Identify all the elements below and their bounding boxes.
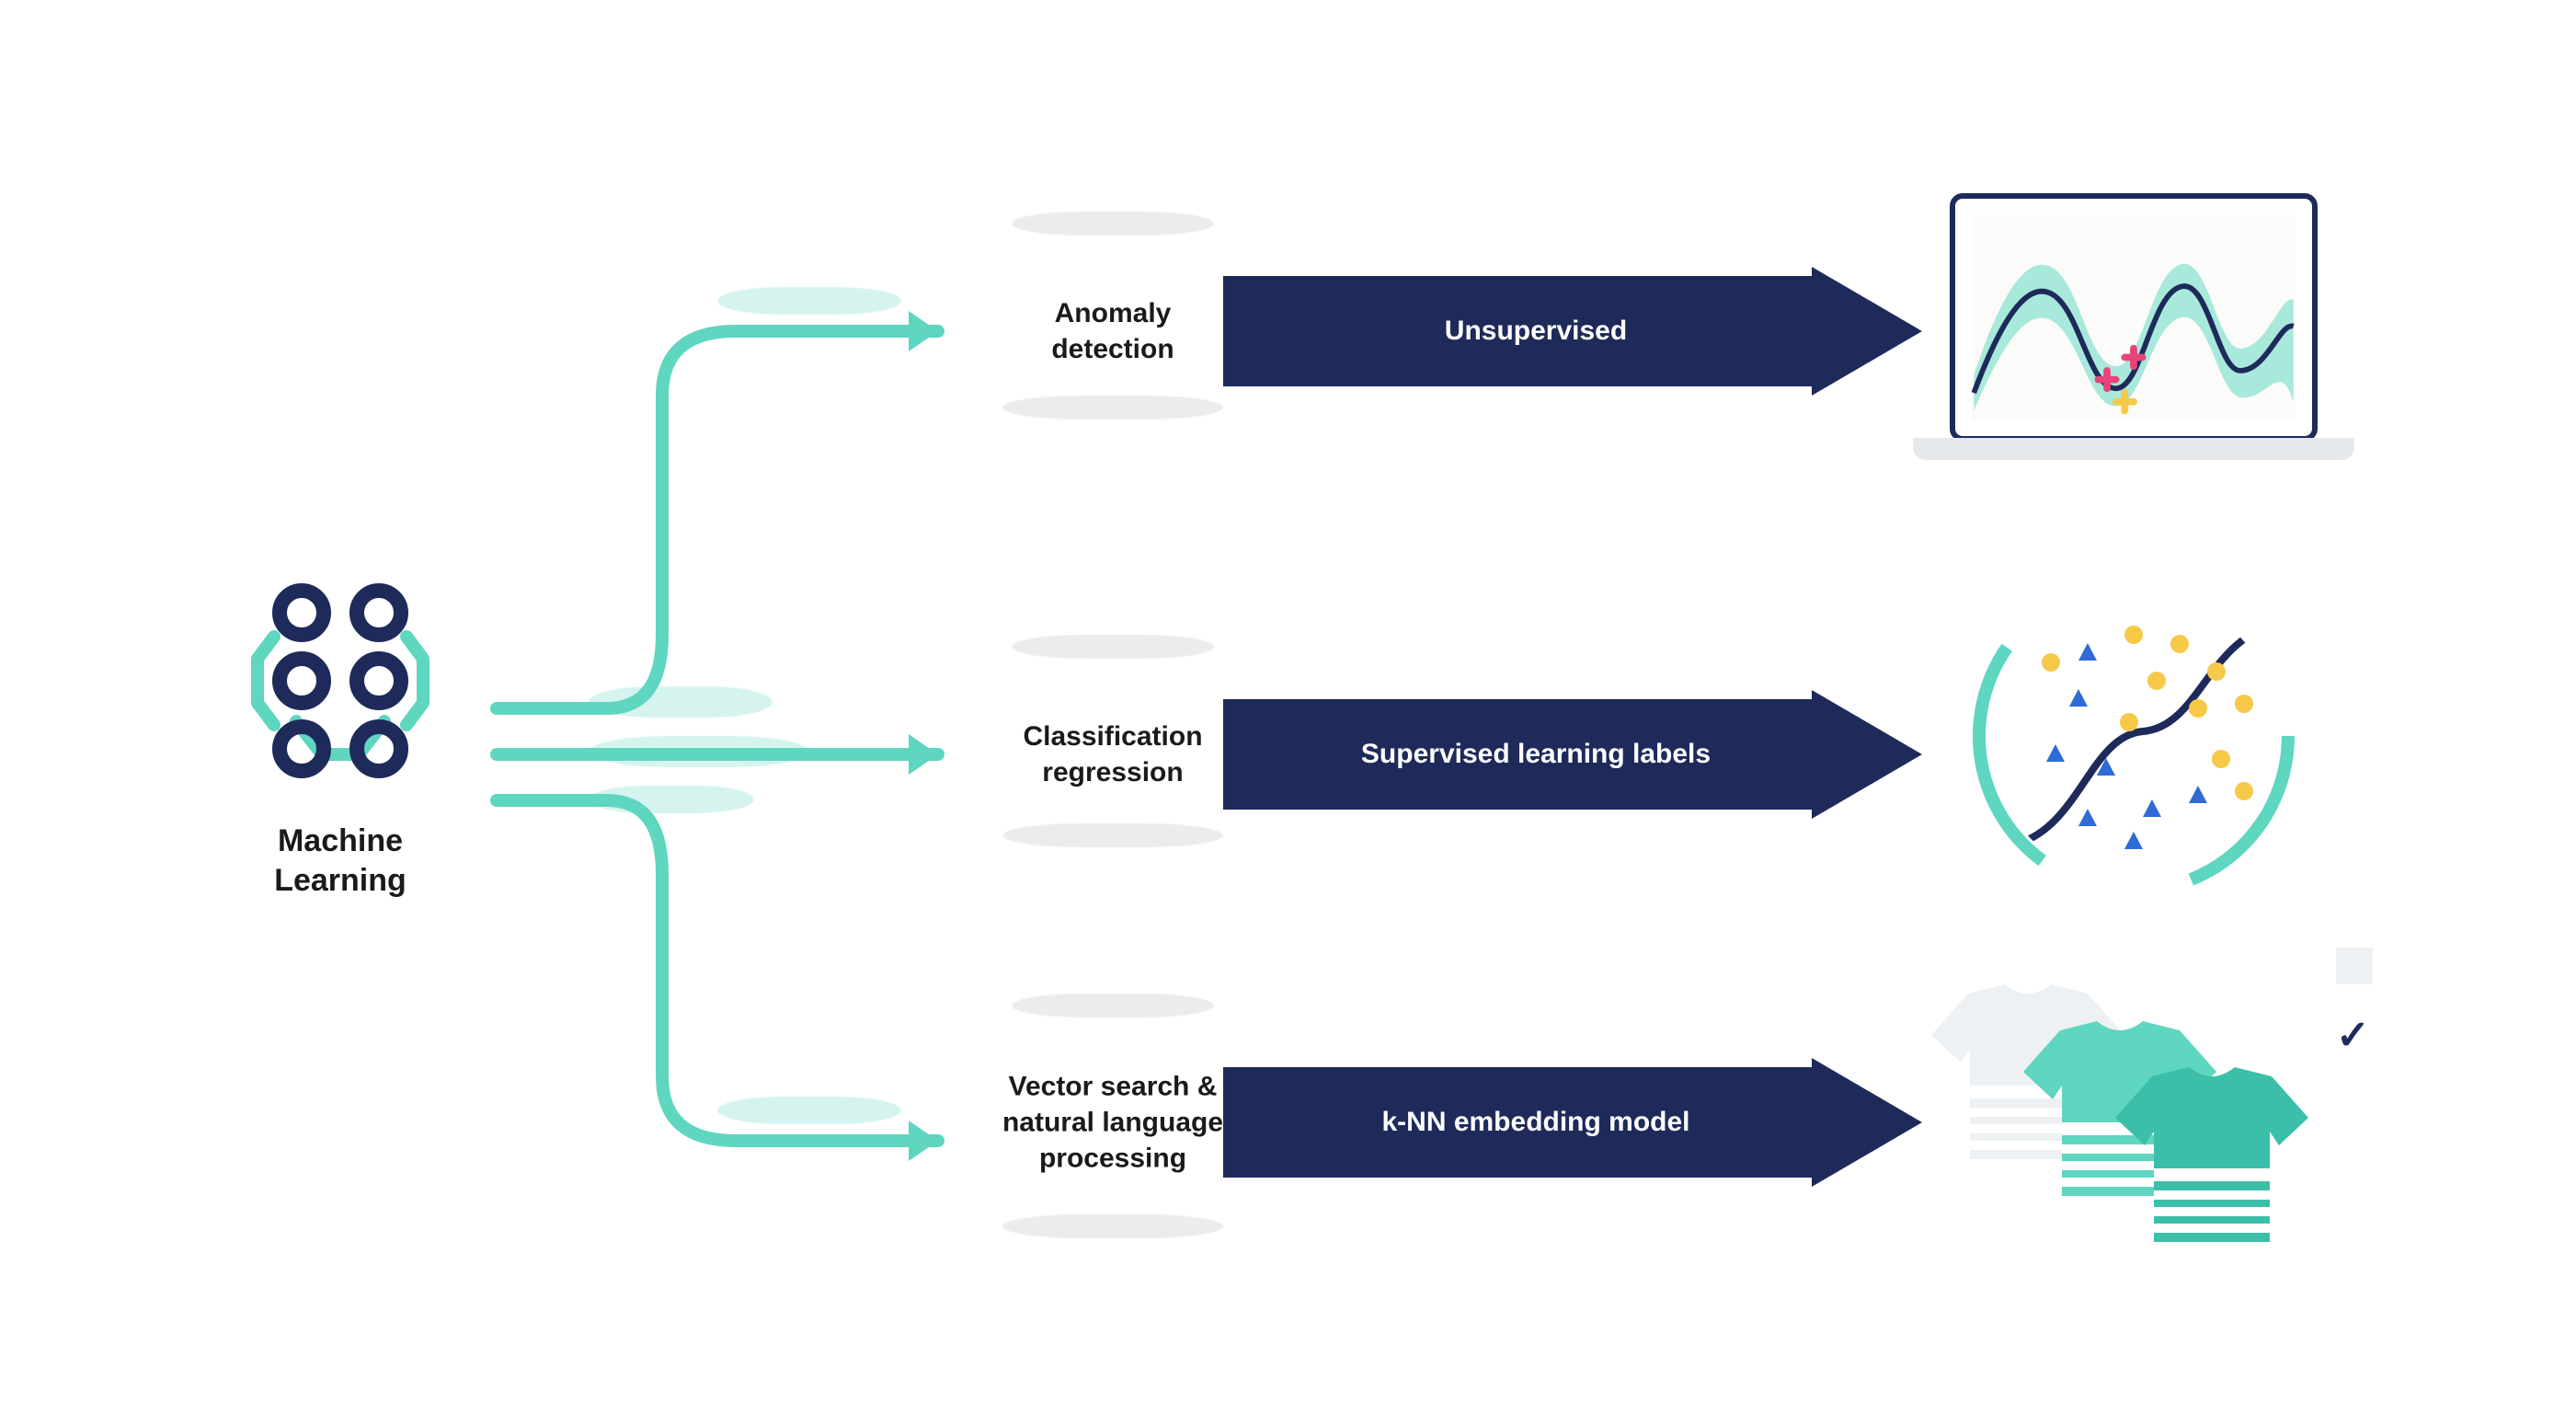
ml-source-label: Machine Learning [202, 822, 478, 900]
brush-smudge-grey [1002, 1214, 1223, 1238]
row-classification: Classification regression Supervised lea… [975, 662, 2446, 846]
illus-anomaly [1913, 184, 2354, 478]
arrow-label-classification: Supervised learning labels [1223, 690, 1849, 819]
task-line: natural language [1002, 1108, 1223, 1138]
scatter-plot-icon [1968, 570, 2299, 902]
brush-smudge [589, 736, 809, 767]
anomaly-chart [1972, 215, 2296, 420]
arrow-vector: k-NN embedding model [1223, 1058, 1922, 1187]
laptop-icon [1913, 184, 2354, 478]
task-line: detection [1051, 334, 1174, 364]
task-line: Vector search & [1009, 1072, 1218, 1102]
tshirt-icon [2115, 1067, 2308, 1242]
task-line: Anomaly [1055, 298, 1172, 328]
task-label-classification: Classification regression [975, 718, 1251, 790]
illus-classification [1913, 570, 2354, 938]
brush-smudge-grey [1012, 212, 1214, 236]
arrow-classification: Supervised learning labels [1223, 690, 1922, 819]
checkmark-icon: ✓ [2336, 1012, 2391, 1059]
task-label-vector: Vector search & natural language process… [975, 1069, 1251, 1177]
tshirt-group: ✓ [1913, 948, 2354, 1297]
task-line: regression [1042, 757, 1183, 787]
ml-source-node: Machine Learning [202, 570, 478, 900]
row-vector: Vector search & natural language process… [975, 1030, 2446, 1214]
brush-smudge-grey [1012, 635, 1214, 659]
brush-smudge [717, 287, 901, 315]
brush-smudge [717, 1097, 901, 1124]
ml-network-icon [230, 570, 451, 791]
brush-smudge [589, 686, 773, 718]
task-line: Classification [1023, 721, 1202, 752]
brush-smudge [589, 786, 754, 813]
row-anomaly: Anomaly detection Unsupervised [975, 239, 2446, 423]
ml-label-line2: Learning [274, 863, 406, 898]
task-line: processing [1039, 1144, 1186, 1174]
ml-diagram: Machine Learning Anomaly det [0, 0, 2576, 1414]
arrow-label-vector: k-NN embedding model [1223, 1058, 1849, 1187]
brush-smudge-grey [1012, 994, 1214, 1017]
arrow-anomaly: Unsupervised [1223, 267, 1922, 396]
branch-connectors [497, 212, 993, 1224]
checkbox-empty [2336, 948, 2373, 984]
arrow-label-anomaly: Unsupervised [1223, 267, 1849, 396]
task-label-anomaly: Anomaly detection [975, 295, 1251, 367]
check-column: ✓ [2336, 948, 2391, 1059]
ml-label-line1: Machine [278, 823, 403, 858]
illus-vector: ✓ [1913, 948, 2354, 1297]
scatter-content [1968, 570, 2299, 902]
